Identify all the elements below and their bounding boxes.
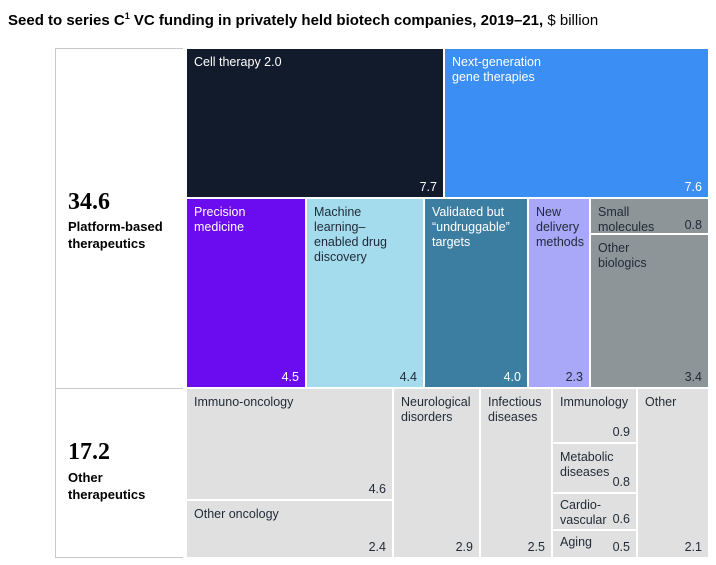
tile-value-label: 2.5 (527, 540, 545, 554)
tile-label: Next-generation gene therapies (452, 55, 541, 84)
tile-value-label: 0.8 (684, 218, 702, 232)
tile-label: Infectious diseases (488, 395, 542, 424)
tile-value-label: 2.1 (684, 540, 702, 554)
tile-cardio: Cardio- vascular 0.6 (552, 493, 637, 530)
tile-label: Other oncology (194, 507, 279, 521)
tile-value-label: 4.5 (281, 370, 299, 384)
title-bold: Seed to series C (8, 12, 125, 29)
tile-label: Machine learning– enabled drug discovery (314, 205, 387, 264)
tile-label: Other (645, 395, 677, 409)
tile-value-label: 4.0 (503, 370, 521, 384)
tile-label: Validated but “undruggable” targets (432, 205, 510, 249)
tile-label: Precision medicine (194, 205, 246, 234)
group-other-total: 17.2 (68, 439, 110, 465)
tile-undruggable: Validated but “undruggable” targets 4.0 (424, 198, 528, 388)
tile-value-label: 4.4 (399, 370, 417, 384)
tile-infectious: Infectious diseases 2.5 (480, 388, 552, 558)
title-unit: $ billion (543, 12, 599, 29)
tile-small-mol: Small molecules 0.8 (590, 198, 709, 234)
tile-value-label: 2.9 (455, 540, 473, 554)
tile-value-label: 0.9 (612, 425, 630, 439)
tile-label: Immunology (560, 395, 629, 409)
tile-label: Neurological disorders (401, 395, 471, 424)
group-other-name: Other therapeutics (68, 470, 146, 502)
tile-value-label: 0.6 (612, 512, 630, 526)
tile-value-label: 7.6 (684, 180, 702, 194)
tile-label: Cardio- vascular (560, 498, 607, 527)
group-bottom-rule (55, 557, 183, 558)
tile-next-gen-gene: Next-generation gene therapies 7.6 (444, 48, 709, 198)
tile-value-label: 2.4 (368, 540, 386, 554)
tile-value-label: 4.6 (368, 482, 386, 496)
tile-aging: Aging 0.5 (552, 530, 637, 558)
tile-neuro: Neurological disorders 2.9 (393, 388, 480, 558)
tile-cell-therapy: Cell therapy 2.0 7.7 (186, 48, 444, 198)
tile-delivery: New delivery methods 2.3 (528, 198, 590, 388)
chart-title: Seed to series C1 VC funding in privatel… (8, 11, 598, 29)
tile-metabolic: Metabolic diseases 0.8 (552, 443, 637, 493)
tile-value-label: 2.3 (565, 370, 583, 384)
group-other-label: 17.2 Other therapeutics (55, 388, 183, 558)
group-platform-total: 34.6 (68, 189, 110, 215)
tile-value-label: 0.5 (612, 540, 630, 554)
tile-precision: Precision medicine 4.5 (186, 198, 306, 388)
tile-label: Small molecules (598, 205, 655, 234)
tile-immuno-onc: Immuno-oncology 4.6 (186, 388, 393, 500)
footnote-mark: 1 (124, 11, 130, 21)
tile-other-bio: Other biologics 3.4 (590, 234, 709, 388)
tile-other-onc: Other oncology 2.4 (186, 500, 393, 558)
tile-other: Other 2.1 (637, 388, 709, 558)
tile-ml-drug: Machine learning– enabled drug discovery… (306, 198, 424, 388)
tile-label: Metabolic diseases (560, 450, 614, 479)
tile-label: Aging (560, 535, 592, 549)
tile-value-label: 0.8 (612, 475, 630, 489)
title-bold-rest: VC funding in privately held biotech com… (129, 12, 544, 29)
tile-label: Cell therapy 2.0 (194, 55, 282, 69)
tile-label: New delivery methods (536, 205, 584, 249)
group-platform-label: 34.6 Platform-based therapeutics (55, 48, 183, 388)
tile-value-label: 7.7 (419, 180, 437, 194)
group-platform-name: Platform-based therapeutics (68, 219, 163, 251)
tile-immunology: Immunology 0.9 (552, 388, 637, 443)
tile-value-label: 3.4 (684, 370, 702, 384)
tile-label: Immuno-oncology (194, 395, 294, 409)
tile-label: Other biologics (598, 241, 647, 270)
